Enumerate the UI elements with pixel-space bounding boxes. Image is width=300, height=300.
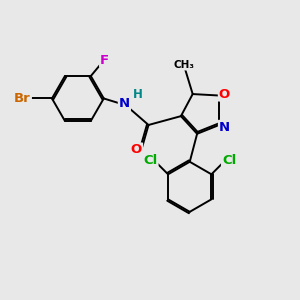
Text: CH₃: CH₃ [173,60,194,70]
Text: Cl: Cl [222,154,236,167]
Text: F: F [100,54,109,67]
Text: Cl: Cl [143,154,158,167]
Text: H: H [133,88,143,101]
Text: N: N [219,121,230,134]
Text: Br: Br [14,92,31,105]
Text: O: O [219,88,230,100]
Text: N: N [119,97,130,110]
Text: O: O [131,143,142,157]
